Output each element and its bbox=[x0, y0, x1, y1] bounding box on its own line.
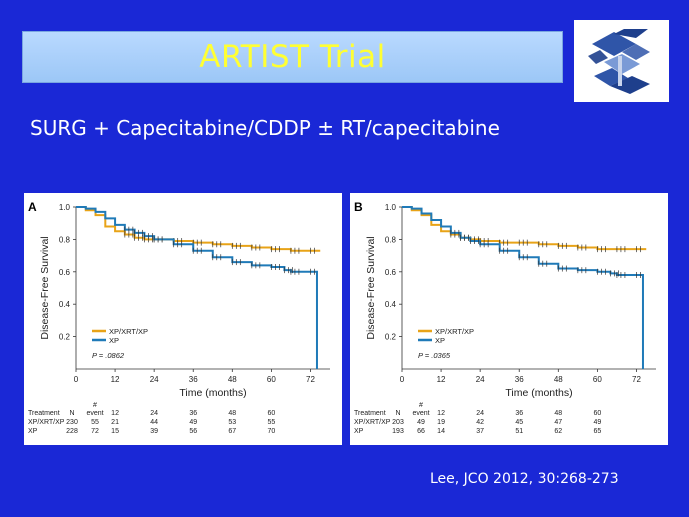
km-chart-b: B 0.2 0.4 0.6 0.8 1.0 0 12 24 36 48 60 72 Disease-Fre… bbox=[354, 200, 656, 435]
risk-row-value: 44 bbox=[150, 419, 158, 426]
x-tick-label: 0 bbox=[74, 375, 79, 384]
risk-header-time: 24 bbox=[150, 410, 158, 417]
risk-row-name: XP/XRT/XP bbox=[354, 419, 391, 426]
risk-row-value: 51 bbox=[515, 428, 523, 435]
risk-header-treatment: Treatment bbox=[28, 410, 60, 417]
y-tick-label: 0.6 bbox=[385, 268, 397, 277]
x-axis-label: Time (months) bbox=[179, 387, 246, 399]
x-tick-label: 36 bbox=[515, 375, 524, 384]
x-tick-label: 72 bbox=[306, 375, 315, 384]
risk-row-value: 47 bbox=[554, 419, 562, 426]
panel-label: B bbox=[354, 200, 363, 214]
risk-header-time: 60 bbox=[267, 410, 275, 417]
x-tick-label: 0 bbox=[400, 375, 405, 384]
km-panel-a: A 0.2 0.4 0.6 0.8 1.0 0 12 24 36 48 60 72 Disease-Fre… bbox=[24, 193, 342, 445]
risk-header-treatment: Treatment bbox=[354, 410, 386, 417]
title-bar: ARTIST Trial bbox=[22, 31, 563, 83]
risk-row-value: 39 bbox=[150, 428, 158, 435]
y-tick-label: 0.8 bbox=[385, 235, 397, 244]
stylized-s-logo-icon bbox=[588, 29, 650, 94]
logo bbox=[574, 20, 669, 102]
legend-label-1: XP/XRT/XP bbox=[435, 327, 474, 336]
x-tick-label: 60 bbox=[267, 375, 276, 384]
km-chart-a: A 0.2 0.4 0.6 0.8 1.0 0 12 24 36 48 60 72 Disease-Fre… bbox=[28, 200, 330, 435]
risk-row-value: 49 bbox=[593, 419, 601, 426]
y-tick-label: 0.6 bbox=[59, 268, 71, 277]
risk-row-n: 193 bbox=[392, 428, 404, 435]
x-tick-label: 12 bbox=[437, 375, 446, 384]
x-axis-label: Time (months) bbox=[505, 387, 572, 399]
y-tick-label: 0.4 bbox=[59, 300, 71, 309]
risk-header-time: 36 bbox=[515, 410, 523, 417]
risk-row-n: 203 bbox=[392, 419, 404, 426]
y-tick-label: 0.4 bbox=[385, 300, 397, 309]
risk-row-value: 67 bbox=[228, 428, 236, 435]
x-tick-label: 48 bbox=[228, 375, 237, 384]
risk-row-value: 21 bbox=[111, 419, 119, 426]
risk-header-time: 24 bbox=[476, 410, 484, 417]
series-line-1 bbox=[402, 206, 647, 251]
risk-row-value: 45 bbox=[515, 419, 523, 426]
km-panel-b: B 0.2 0.4 0.6 0.8 1.0 0 12 24 36 48 60 72 Disease-Fre… bbox=[350, 193, 668, 445]
risk-row-n: 230 bbox=[66, 419, 78, 426]
risk-row-value: 42 bbox=[476, 419, 484, 426]
risk-row-n: 228 bbox=[66, 428, 78, 435]
p-value-label: P = .0365 bbox=[418, 351, 451, 360]
series-line-1 bbox=[76, 206, 321, 252]
risk-row-value: 70 bbox=[267, 428, 275, 435]
risk-header-n: N bbox=[395, 410, 400, 417]
risk-row-value: 53 bbox=[228, 419, 236, 426]
p-value-label: P = .0862 bbox=[92, 351, 125, 360]
risk-row-name: XP/XRT/XP bbox=[28, 419, 65, 426]
y-axis-label: Disease-Free Survival bbox=[365, 236, 377, 339]
y-tick-label: 0.2 bbox=[385, 333, 397, 342]
slide-title: ARTIST Trial bbox=[199, 39, 386, 75]
legend-label-2: XP bbox=[109, 336, 119, 345]
x-tick-label: 72 bbox=[632, 375, 641, 384]
risk-row-value: 55 bbox=[267, 419, 275, 426]
risk-row-value: 15 bbox=[111, 428, 119, 435]
risk-header-time: 48 bbox=[554, 410, 562, 417]
y-tick-label: 1.0 bbox=[385, 203, 397, 212]
risk-header-time: 60 bbox=[593, 410, 601, 417]
risk-row-value: 19 bbox=[437, 419, 445, 426]
panel-label: A bbox=[28, 200, 37, 214]
risk-header-time: 48 bbox=[228, 410, 236, 417]
risk-row-event: 72 bbox=[91, 428, 99, 435]
risk-header-time: 12 bbox=[111, 410, 119, 417]
risk-event-hash: # bbox=[93, 402, 97, 409]
y-tick-label: 1.0 bbox=[59, 203, 71, 212]
risk-row-value: 37 bbox=[476, 428, 484, 435]
x-tick-label: 24 bbox=[476, 375, 485, 384]
y-tick-label: 0.2 bbox=[59, 333, 71, 342]
risk-row-value: 62 bbox=[554, 428, 562, 435]
risk-header-event: event bbox=[412, 410, 429, 417]
legend-label-1: XP/XRT/XP bbox=[109, 327, 148, 336]
risk-row-event: 49 bbox=[417, 419, 425, 426]
risk-header-time: 36 bbox=[189, 410, 197, 417]
x-tick-label: 60 bbox=[593, 375, 602, 384]
risk-row-value: 49 bbox=[189, 419, 197, 426]
y-tick-label: 0.8 bbox=[59, 235, 71, 244]
risk-row-event: 66 bbox=[417, 428, 425, 435]
risk-event-hash: # bbox=[419, 402, 423, 409]
y-axis-label: Disease-Free Survival bbox=[39, 236, 51, 339]
risk-row-value: 56 bbox=[189, 428, 197, 435]
risk-row-event: 55 bbox=[91, 419, 99, 426]
risk-row-value: 65 bbox=[593, 428, 601, 435]
x-tick-label: 36 bbox=[189, 375, 198, 384]
risk-row-name: XP bbox=[354, 428, 364, 435]
risk-row-name: XP bbox=[28, 428, 38, 435]
risk-row-value: 14 bbox=[437, 428, 445, 435]
risk-header-event: event bbox=[86, 410, 103, 417]
risk-header-n: N bbox=[69, 410, 74, 417]
x-tick-label: 48 bbox=[554, 375, 563, 384]
legend-label-2: XP bbox=[435, 336, 445, 345]
citation: Lee, JCO 2012, 30:268-273 bbox=[430, 471, 619, 487]
x-tick-label: 24 bbox=[150, 375, 159, 384]
x-tick-label: 12 bbox=[111, 375, 120, 384]
risk-header-time: 12 bbox=[437, 410, 445, 417]
slide-subtitle: SURG + Capecitabine/CDDP ± RT/capecitabi… bbox=[30, 116, 500, 140]
